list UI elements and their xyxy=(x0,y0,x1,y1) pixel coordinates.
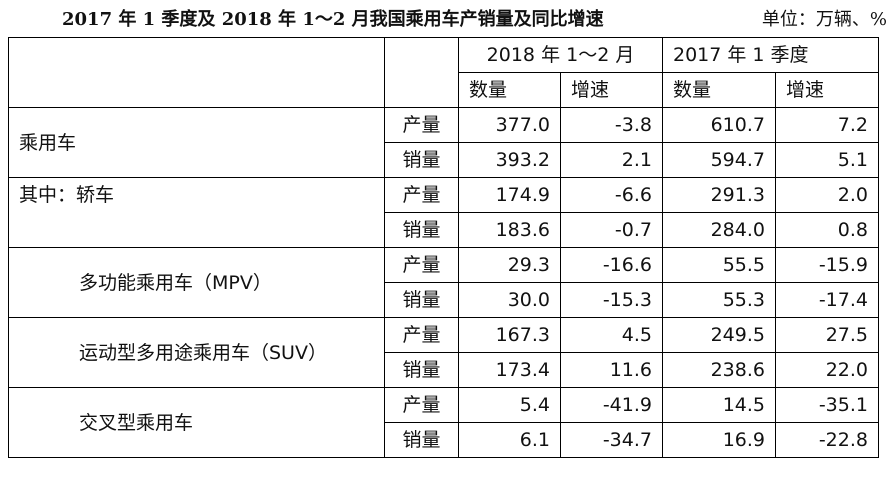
table-row: 交叉型乘用车 产量 5.4 -41.9 14.5 -35.1 xyxy=(8,387,879,458)
value-cell: 594.7 xyxy=(662,142,776,178)
value-cell: 27.5 xyxy=(775,317,879,353)
value-cell: 2.1 xyxy=(560,142,663,178)
value-cell: 7.2 xyxy=(775,107,879,143)
value-cell: 5.1 xyxy=(775,142,879,178)
table-row: 销量 183.6 -0.7 284.0 0.8 xyxy=(9,212,879,248)
indicator-cell: 销量 xyxy=(384,352,459,388)
value-cell: 291.3 xyxy=(662,177,776,213)
header-row-periods: 2018 年 1～2 月 2017 年 1 季度 xyxy=(8,37,879,108)
table-title: 2017 年 1 季度及 2018 年 1～2 月我国乘用车产销量及同比增速 xyxy=(62,9,604,30)
value-cell: 173.4 xyxy=(458,352,561,388)
table-row: 销量 173.4 11.6 238.6 22.0 xyxy=(9,352,879,388)
header-period-2017: 2017 年 1 季度 xyxy=(662,37,879,73)
header-qty-2017: 数量 xyxy=(662,72,776,108)
table-row: 销量 6.1 -34.7 16.9 -22.8 xyxy=(9,422,879,458)
header-row-columns: 数量 增速 数量 增速 xyxy=(9,72,879,108)
table-row: 多功能乘用车（MPV） 产量 29.3 -16.6 55.5 -15.9 xyxy=(8,247,879,318)
table-row: 销量 30.0 -15.3 55.3 -17.4 xyxy=(9,282,879,318)
value-cell: 29.3 xyxy=(458,247,561,283)
value-cell: 284.0 xyxy=(662,212,776,248)
unit-label: 单位：万辆、% xyxy=(761,9,887,30)
value-cell: 55.5 xyxy=(662,247,776,283)
value-cell: -16.6 xyxy=(560,247,663,283)
value-cell: 55.3 xyxy=(662,282,776,318)
value-cell: 249.5 xyxy=(662,317,776,353)
indicator-cell: 销量 xyxy=(384,212,459,248)
value-cell: -34.7 xyxy=(560,422,663,458)
vehicle-stats-table: 2018 年 1～2 月 2017 年 1 季度 数量 增速 数量 增速 乘用车… xyxy=(8,37,879,458)
indicator-cell: 产量 xyxy=(384,317,459,353)
value-cell: 5.4 xyxy=(458,387,561,423)
table-row: 其中：轿车 产量 174.9 -6.6 291.3 2.0 xyxy=(8,177,879,248)
value-cell: -15.9 xyxy=(775,247,879,283)
value-cell: 174.9 xyxy=(458,177,561,213)
value-cell: 610.7 xyxy=(662,107,776,143)
table-title-bar: 2017 年 1 季度及 2018 年 1～2 月我国乘用车产销量及同比增速 单… xyxy=(0,6,891,34)
value-cell: 30.0 xyxy=(458,282,561,318)
value-cell: 2.0 xyxy=(775,177,879,213)
value-cell: 11.6 xyxy=(560,352,663,388)
table-row: 运动型多用途乘用车（SUV） 产量 167.3 4.5 249.5 27.5 xyxy=(8,317,879,388)
value-cell: 377.0 xyxy=(458,107,561,143)
value-cell: -35.1 xyxy=(775,387,879,423)
value-cell: 6.1 xyxy=(458,422,561,458)
value-cell: 393.2 xyxy=(458,142,561,178)
indicator-cell: 产量 xyxy=(384,107,459,143)
table-row: 乘用车 产量 377.0 -3.8 610.7 7.2 xyxy=(8,107,879,178)
category-cell: 其中：轿车 xyxy=(8,177,385,248)
value-cell: 167.3 xyxy=(458,317,561,353)
value-cell: -3.8 xyxy=(560,107,663,143)
header-blank-category xyxy=(8,37,385,108)
category-cell: 乘用车 xyxy=(8,107,385,178)
value-cell: 183.6 xyxy=(458,212,561,248)
category-cell: 交叉型乘用车 xyxy=(8,387,385,458)
value-cell: 238.6 xyxy=(662,352,776,388)
value-cell: 0.8 xyxy=(775,212,879,248)
value-cell: -41.9 xyxy=(560,387,663,423)
header-qty-2018: 数量 xyxy=(458,72,561,108)
header-blank-indicator xyxy=(384,37,459,108)
indicator-cell: 销量 xyxy=(384,142,459,178)
indicator-cell: 产量 xyxy=(384,247,459,283)
header-growth-2017: 增速 xyxy=(775,72,879,108)
header-period-2018: 2018 年 1～2 月 xyxy=(458,37,663,73)
value-cell: -17.4 xyxy=(775,282,879,318)
value-cell: -6.6 xyxy=(560,177,663,213)
table-row: 销量 393.2 2.1 594.7 5.1 xyxy=(9,142,879,178)
indicator-cell: 销量 xyxy=(384,282,459,318)
indicator-cell: 产量 xyxy=(384,387,459,423)
value-cell: 14.5 xyxy=(662,387,776,423)
header-growth-2018: 增速 xyxy=(560,72,663,108)
category-cell: 运动型多用途乘用车（SUV） xyxy=(8,317,385,388)
value-cell: -0.7 xyxy=(560,212,663,248)
value-cell: 22.0 xyxy=(775,352,879,388)
indicator-cell: 产量 xyxy=(384,177,459,213)
value-cell: 4.5 xyxy=(560,317,663,353)
indicator-cell: 销量 xyxy=(384,422,459,458)
value-cell: 16.9 xyxy=(662,422,776,458)
category-cell: 多功能乘用车（MPV） xyxy=(8,247,385,318)
value-cell: -22.8 xyxy=(775,422,879,458)
value-cell: -15.3 xyxy=(560,282,663,318)
